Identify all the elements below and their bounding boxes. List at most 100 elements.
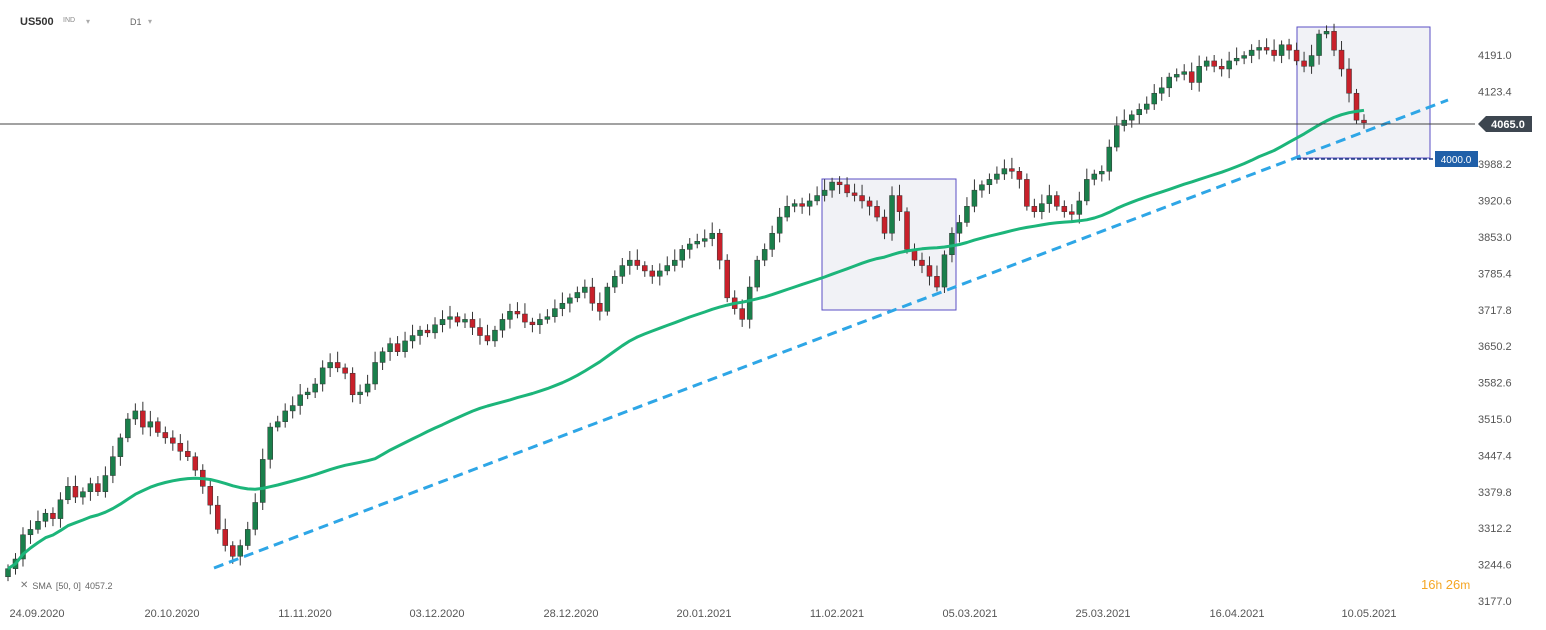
y-tick-label: 3785.4	[1478, 268, 1512, 280]
x-tick-label: 24.09.2020	[9, 608, 64, 620]
candle-down	[1338, 49, 1345, 70]
candle-down	[162, 432, 169, 439]
symbol-label[interactable]: US500	[20, 16, 54, 28]
candle-down	[1218, 66, 1225, 70]
candle-up	[1323, 31, 1330, 35]
candle-down	[349, 372, 356, 396]
candle-up	[319, 367, 326, 385]
candle-up	[1129, 114, 1135, 121]
candle-up	[784, 206, 790, 218]
candle-up	[282, 410, 288, 422]
y-tick-label: 3853.0	[1478, 232, 1512, 244]
candles-group	[5, 23, 1367, 582]
candle-up	[1181, 71, 1187, 75]
candle-down	[1293, 49, 1300, 62]
y-tick-label: 3244.6	[1478, 560, 1512, 572]
candle-up	[567, 297, 573, 304]
candle-up	[304, 391, 311, 396]
candle-up	[80, 491, 86, 498]
candle-down	[642, 265, 648, 272]
candle-down	[522, 313, 528, 323]
timeframe-dropdown-icon[interactable]: ▾	[148, 17, 153, 26]
candle-up	[259, 459, 266, 503]
candle-up	[672, 259, 678, 266]
chart-header: US500 IND ▾ D1 ▾	[0, 0, 400, 40]
candle-up	[402, 340, 408, 352]
x-tick-label: 05.03.2021	[942, 608, 997, 620]
candle-up	[582, 286, 588, 293]
candle-down	[342, 367, 348, 374]
candle-up	[559, 302, 566, 309]
instrument-type-label: IND	[63, 17, 76, 24]
candle-down	[926, 265, 933, 277]
support-trendline	[213, 98, 1449, 570]
x-tick-label: 20.01.2021	[676, 608, 731, 620]
highlight-box	[821, 178, 957, 311]
close-indicator-icon[interactable]: ✕	[20, 580, 29, 591]
candle-up	[1233, 57, 1240, 62]
candle-down	[1069, 211, 1075, 215]
candle-down	[1286, 44, 1292, 51]
candle-down	[634, 259, 641, 266]
candle-down	[1031, 206, 1038, 212]
candle-up	[574, 292, 581, 299]
candle-up	[1278, 44, 1285, 56]
candle-up	[42, 512, 49, 522]
y-tick-label: 3920.6	[1478, 196, 1512, 208]
candle-up	[1226, 60, 1232, 70]
candle-up	[87, 483, 94, 492]
timer-minutes: 26	[1445, 577, 1461, 592]
candle-up	[492, 329, 498, 342]
timeframe-selector[interactable]: D1	[130, 17, 142, 27]
candle-up	[679, 249, 686, 261]
current-price-label: 4065.0	[1491, 119, 1525, 131]
candle-down	[1331, 31, 1337, 51]
candle-up	[544, 316, 551, 320]
symbol-dropdown-icon[interactable]: ▾	[86, 17, 91, 26]
candle-down	[50, 512, 56, 519]
candle-down	[469, 319, 476, 328]
candle-up	[1001, 168, 1008, 175]
candle-down	[799, 203, 805, 207]
sma-legend: ✕ SMA [50, 0] 4057.2	[20, 580, 112, 591]
candle-down	[230, 545, 236, 557]
candle-up	[776, 216, 783, 234]
candle-up	[110, 456, 116, 476]
sma-line	[7, 108, 1365, 570]
candle-down	[919, 259, 925, 266]
x-tick-label: 25.03.2021	[1075, 608, 1130, 620]
candle-up	[1143, 103, 1150, 110]
candle-down	[844, 184, 850, 194]
candle-up	[552, 308, 558, 317]
candle-down	[739, 308, 745, 320]
candle-down	[1211, 60, 1217, 67]
candle-up	[657, 270, 663, 277]
candle-down	[424, 329, 431, 334]
candle-up	[117, 437, 124, 457]
candle-up	[941, 254, 948, 288]
candle-up	[612, 276, 618, 288]
timer-hours-unit: h	[1435, 578, 1443, 592]
candle-down	[454, 316, 461, 323]
candle-up	[462, 319, 468, 323]
candle-up	[237, 545, 243, 557]
candle-up	[409, 335, 416, 342]
candle-down	[394, 343, 401, 352]
candle-up	[814, 195, 820, 202]
candle-down	[222, 529, 229, 546]
candle-down	[881, 216, 888, 234]
candle-up	[1173, 74, 1180, 78]
candle-down	[934, 276, 940, 288]
candle-up	[252, 502, 258, 530]
candle-down	[484, 335, 491, 342]
sma-name: SMA	[32, 580, 52, 591]
candle-up	[1099, 171, 1105, 175]
candle-down	[724, 259, 730, 299]
y-tick-label: 3312.2	[1478, 523, 1512, 535]
current-price-tag	[1478, 116, 1532, 132]
candle-up	[447, 316, 453, 320]
candle-up	[1076, 200, 1083, 215]
candle-up	[1241, 55, 1247, 59]
candle-up	[357, 391, 363, 396]
